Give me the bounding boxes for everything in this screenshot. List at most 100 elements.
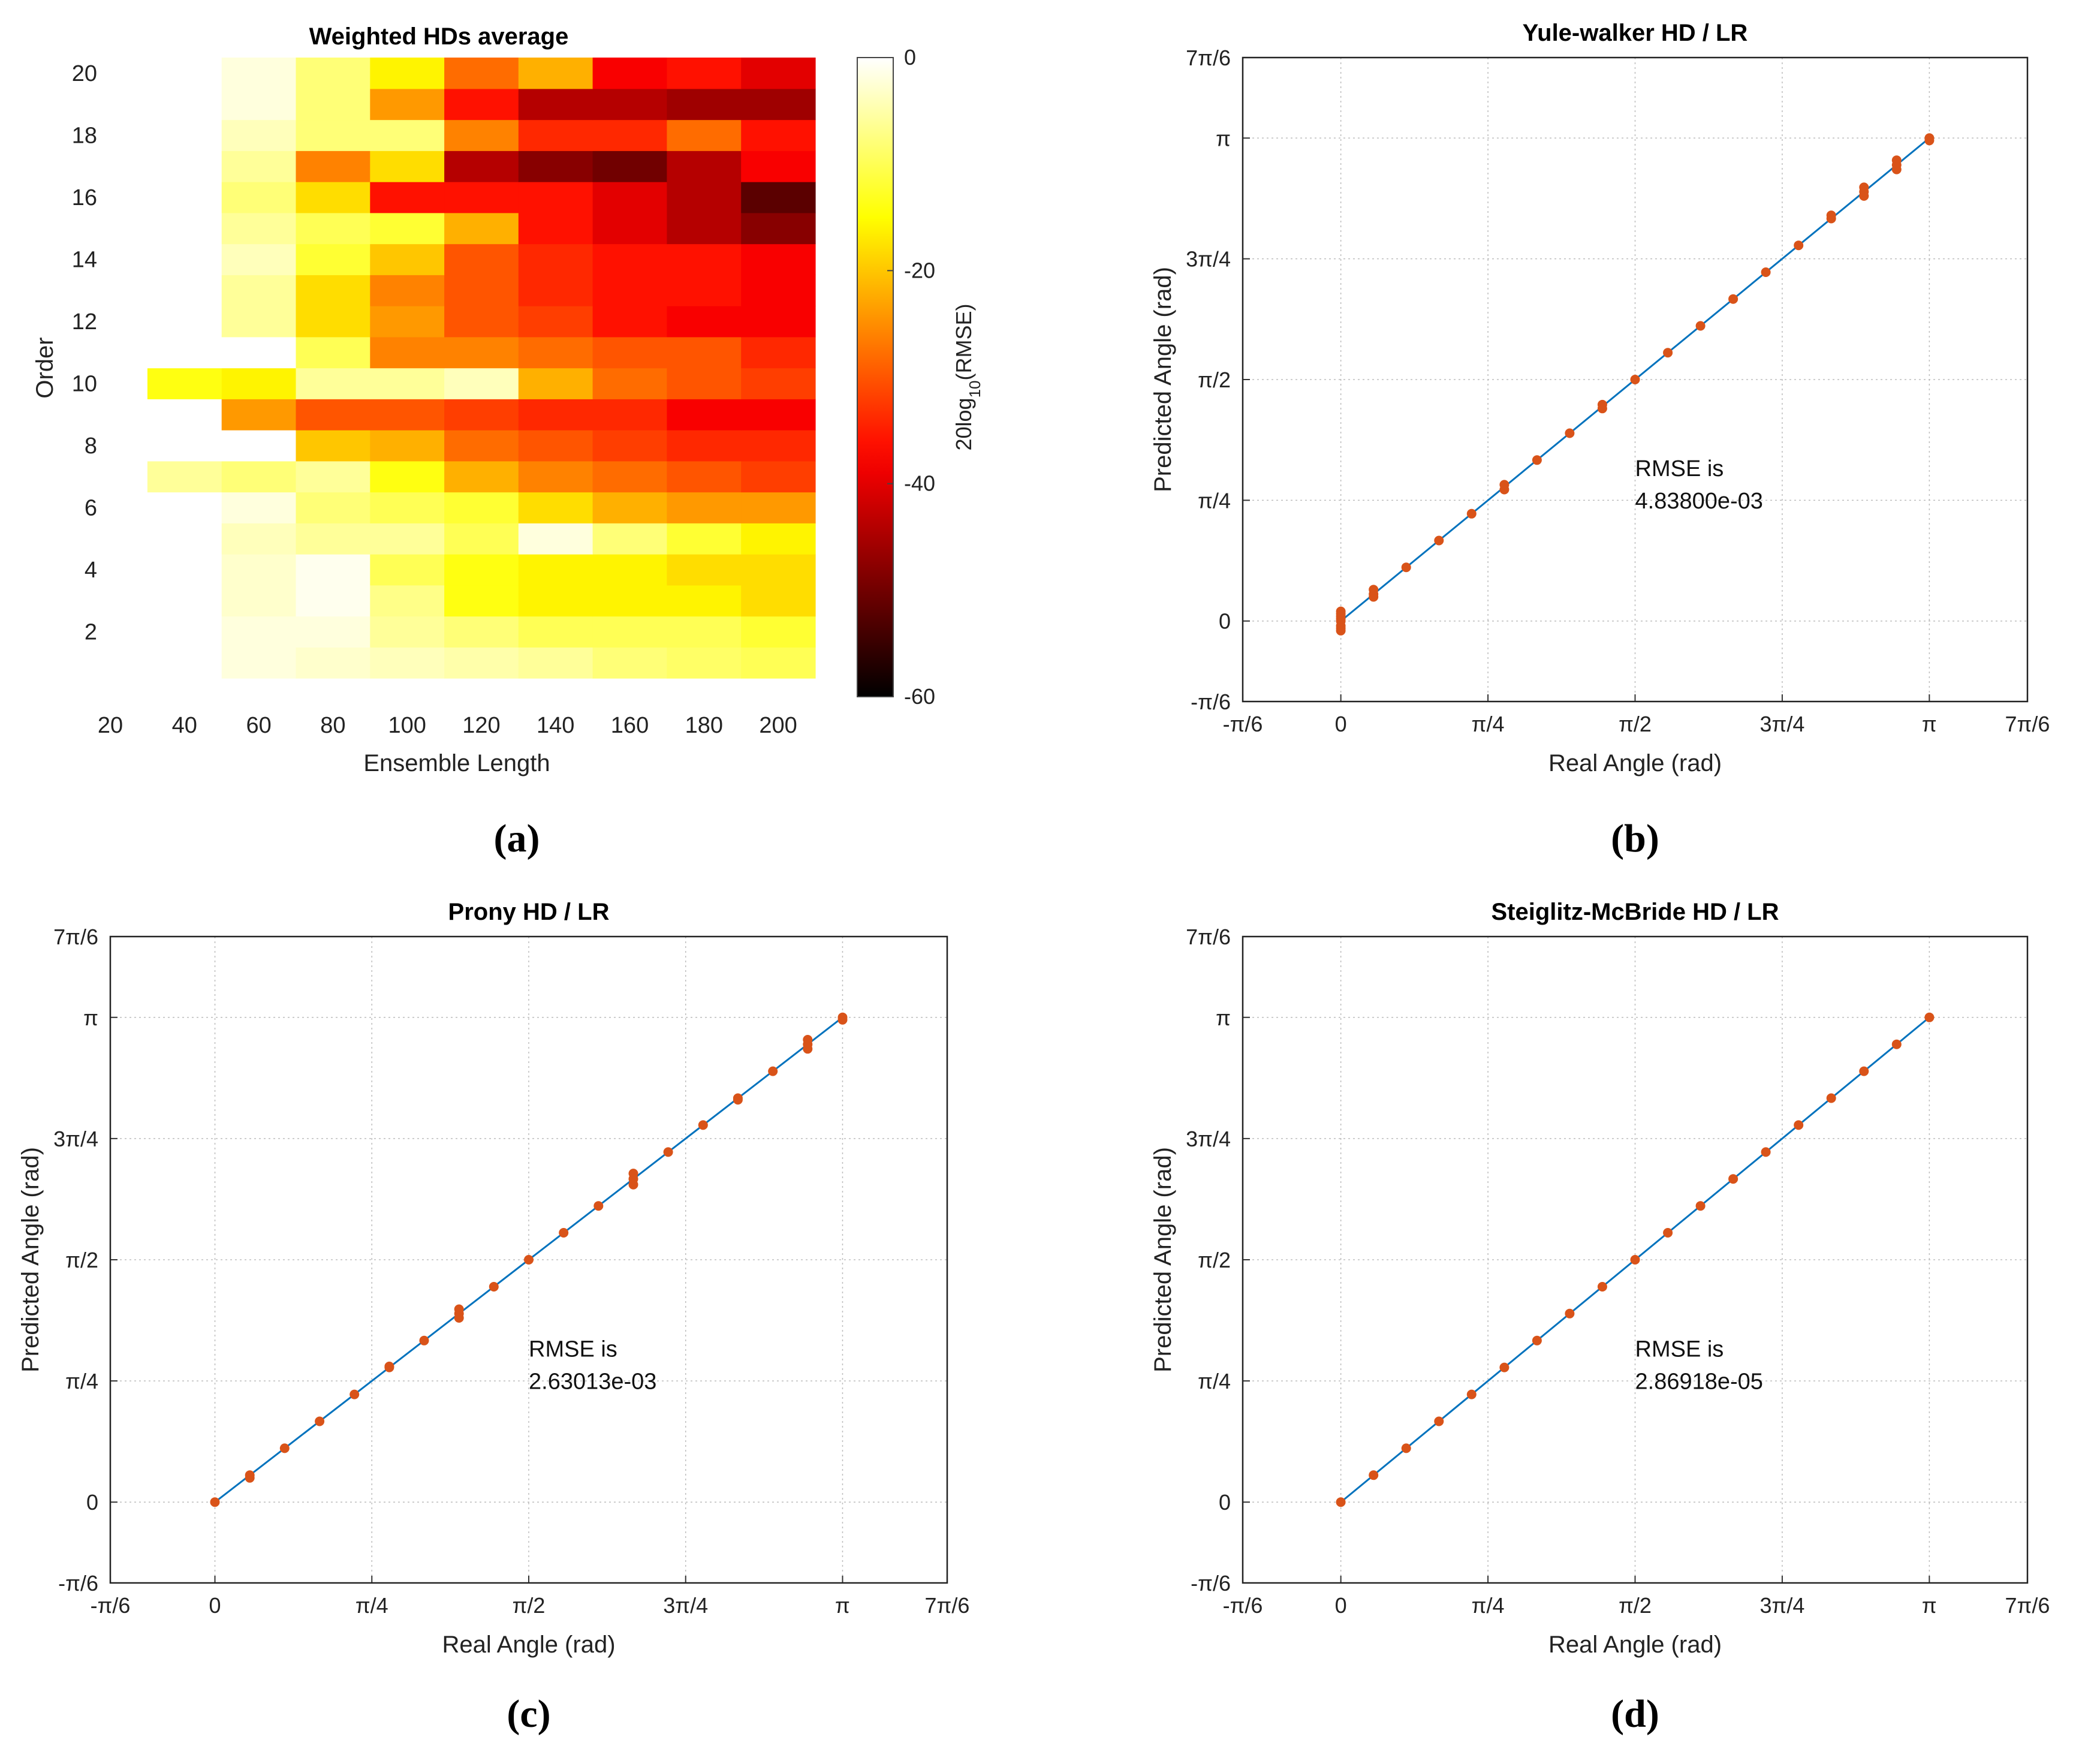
- y-tick-label: 2: [85, 619, 97, 645]
- heatmap-cell: [518, 336, 593, 369]
- heatmap-cells: [110, 58, 816, 679]
- heatmap-cell: [741, 368, 816, 399]
- heatmap-cell: [518, 119, 593, 151]
- x-tick-label: 0: [1335, 1593, 1347, 1618]
- heatmap-cell: [147, 430, 222, 462]
- heatmap-cell: [592, 58, 667, 89]
- y-tick-label: π/2: [1198, 1248, 1231, 1272]
- heatmap-cell: [147, 368, 222, 399]
- grid-lines: [1243, 937, 2027, 1583]
- heatmap-cell: [110, 616, 148, 648]
- x-tick-label: 3π/4: [663, 1593, 708, 1618]
- colorbar-label-tail: (RMSE): [951, 303, 976, 380]
- data-point: [1859, 182, 1869, 192]
- heatmap-cell: [592, 150, 667, 182]
- data-point: [419, 1335, 429, 1345]
- data-point: [1728, 294, 1738, 304]
- data-point: [1630, 1255, 1640, 1265]
- data-point: [1728, 1174, 1738, 1184]
- x-tick-label: 200: [759, 713, 797, 738]
- heatmap-cell: [518, 306, 593, 338]
- heatmap-cell: [221, 58, 297, 89]
- heatmap-cell: [444, 88, 519, 121]
- heatmap-cell: [667, 554, 742, 586]
- heatmap-cell: [518, 585, 593, 617]
- x-axis-label: Real Angle (rad): [1548, 750, 1722, 776]
- heatmap-cell: [741, 460, 816, 493]
- heatmap-cell: [296, 182, 370, 213]
- heatmap-cell: [221, 88, 297, 121]
- heatmap-cell: [741, 554, 816, 586]
- heatmap-cell: [147, 585, 222, 617]
- heatmap-cell: [110, 306, 148, 338]
- heatmap-cell: [296, 306, 370, 338]
- heatmap-cell: [110, 212, 148, 245]
- heatmap-cell: [592, 243, 667, 275]
- heatmap-cell: [667, 460, 742, 493]
- data-point: [663, 1147, 673, 1157]
- heatmap-cell: [296, 150, 370, 182]
- colorbar-tick-label: -40: [904, 471, 935, 496]
- data-point: [837, 1012, 848, 1022]
- data-point: [454, 1304, 464, 1314]
- heatmap-cell: [444, 306, 519, 338]
- heatmap-cell: [370, 182, 445, 213]
- x-tick-label: π/4: [1472, 1593, 1505, 1618]
- heatmap-cell: [592, 430, 667, 462]
- x-tick-label: π: [1922, 1593, 1937, 1618]
- heatmap-cell: [370, 554, 445, 586]
- heatmap-cell: [518, 275, 593, 306]
- data-point: [384, 1361, 394, 1371]
- heatmap-cell: [592, 616, 667, 648]
- data-point: [1565, 1308, 1575, 1319]
- axes-frame: [1242, 935, 2029, 1584]
- data-point: [803, 1035, 813, 1044]
- x-axis-label: Real Angle (rad): [1548, 1631, 1722, 1658]
- data-point: [524, 1255, 534, 1265]
- heatmap-cell: [444, 368, 519, 399]
- y-tick-label: π: [1216, 1006, 1231, 1030]
- heatmap-cell: [667, 275, 742, 306]
- x-tick-label: π/2: [513, 1593, 546, 1618]
- heatmap-cell: [110, 119, 148, 151]
- colorbar-label-sub: 10: [966, 380, 984, 398]
- heatmap-cell: [221, 306, 297, 338]
- heatmap-cell: [370, 58, 445, 89]
- heatmap-cell: [147, 275, 222, 306]
- heatmap-cell: [741, 647, 816, 679]
- data-point: [1695, 321, 1706, 331]
- heatmap-cell: [221, 492, 297, 523]
- x-axis-label: Real Angle (rad): [442, 1631, 615, 1658]
- heatmap-cell: [110, 523, 148, 555]
- data-point: [1826, 210, 1836, 221]
- heatmap-cell: [518, 243, 593, 275]
- colorbar: [857, 57, 894, 697]
- heatmap-cell: [444, 585, 519, 617]
- panel-c-scatter: -π/6 0 π/4 π/2 3π/4 π 7π/6 -π/6 0 π/4 π/2 3π/4 π 7π/6…: [17, 899, 969, 1736]
- y-tick-label: 12: [72, 309, 97, 335]
- y-tick-label: 0: [86, 1490, 98, 1515]
- y-tick-label: 20: [72, 61, 97, 86]
- heatmap-cell: [296, 523, 370, 555]
- heatmap-cell: [518, 88, 593, 121]
- heatmap-cell: [741, 275, 816, 306]
- data-point: [1761, 267, 1771, 277]
- heatmap-cell: [741, 88, 816, 121]
- heatmap-cell: [110, 88, 148, 121]
- x-tick-label: 100: [388, 713, 426, 738]
- heatmap-cell: [667, 492, 742, 523]
- axes-frame: [109, 935, 948, 1584]
- heatmap-cell: [221, 523, 297, 555]
- panel-b-scatter: -π/6 0 π/4 π/2 3π/4 π 7π/6 -π/6 0 π/4 π/2 3π/4 π 7π/6…: [1150, 20, 2050, 860]
- colorbar-tick-label: -20: [904, 258, 935, 282]
- heatmap-cell: [370, 523, 445, 555]
- data-point: [1663, 348, 1673, 358]
- heatmap-cell: [296, 647, 370, 679]
- heatmap-cell: [741, 150, 816, 182]
- heatmap-cell: [592, 182, 667, 213]
- heatmap-cell: [667, 212, 742, 245]
- heatmap-cell: [370, 616, 445, 648]
- heatmap-cell: [444, 336, 519, 369]
- heatmap-cell: [444, 150, 519, 182]
